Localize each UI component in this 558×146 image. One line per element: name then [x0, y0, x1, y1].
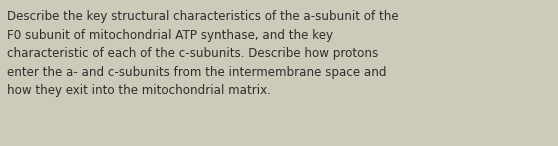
Text: Describe the key structural characteristics of the a-subunit of the
F0 subunit o: Describe the key structural characterist…: [7, 10, 399, 97]
